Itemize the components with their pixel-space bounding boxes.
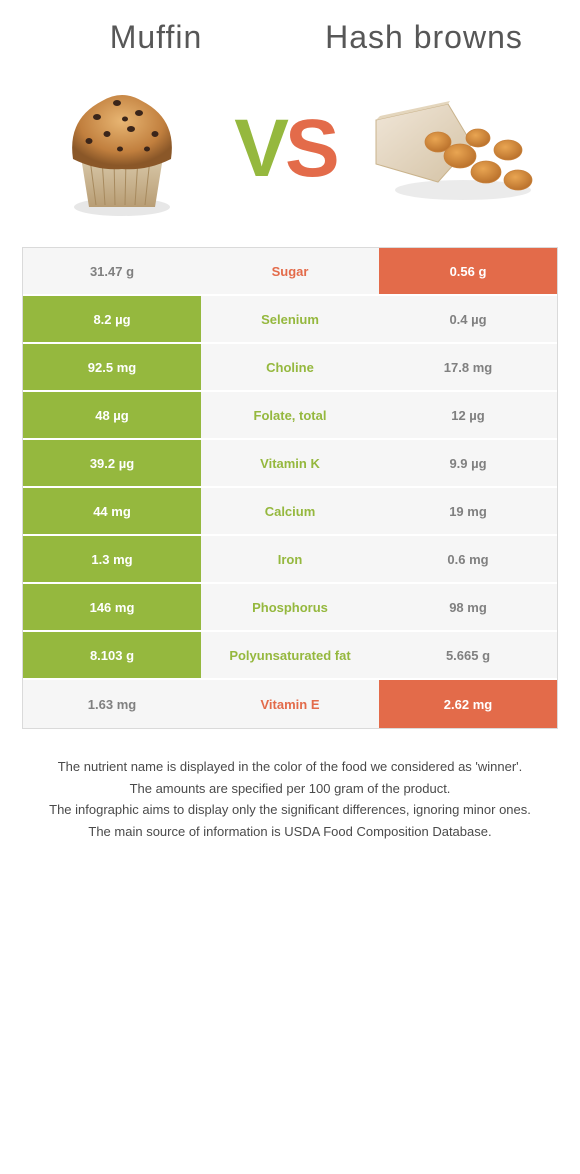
- right-value: 17.8 mg: [379, 344, 557, 390]
- right-value: 98 mg: [379, 584, 557, 630]
- infographic-container: Muffin Hash browns: [0, 0, 580, 1174]
- left-value: 8.2 µg: [23, 296, 201, 342]
- footer-line-4: The main source of information is USDA F…: [30, 822, 550, 842]
- table-row: 44 mgCalcium19 mg: [23, 488, 557, 536]
- right-value: 19 mg: [379, 488, 557, 534]
- table-row: 146 mgPhosphorus98 mg: [23, 584, 557, 632]
- table-row: 92.5 mgCholine17.8 mg: [23, 344, 557, 392]
- table-row: 1.3 mgIron0.6 mg: [23, 536, 557, 584]
- left-value: 1.3 mg: [23, 536, 201, 582]
- left-value: 8.103 g: [23, 632, 201, 678]
- right-value: 0.6 mg: [379, 536, 557, 582]
- nutrient-name: Iron: [201, 536, 379, 582]
- hashbrowns-icon: [368, 94, 538, 204]
- left-value: 1.63 mg: [23, 680, 201, 728]
- title-left: Muffin: [22, 20, 290, 55]
- table-row: 48 µgFolate, total12 µg: [23, 392, 557, 440]
- footer-line-2: The amounts are specified per 100 gram o…: [30, 779, 550, 799]
- title-right: Hash browns: [290, 20, 558, 55]
- nutrient-name: Selenium: [201, 296, 379, 342]
- hero-row: VS: [22, 79, 558, 219]
- right-value: 0.4 µg: [379, 296, 557, 342]
- nutrient-name: Sugar: [201, 248, 379, 294]
- left-value: 146 mg: [23, 584, 201, 630]
- left-value: 48 µg: [23, 392, 201, 438]
- nutrient-name: Choline: [201, 344, 379, 390]
- vs-v: V: [234, 103, 285, 194]
- comparison-table: 31.47 gSugar0.56 g8.2 µgSelenium0.4 µg92…: [22, 247, 558, 729]
- table-row: 31.47 gSugar0.56 g: [23, 248, 557, 296]
- nutrient-name: Vitamin E: [201, 680, 379, 728]
- right-value: 0.56 g: [379, 248, 557, 294]
- nutrient-name: Phosphorus: [201, 584, 379, 630]
- left-value: 92.5 mg: [23, 344, 201, 390]
- right-value: 9.9 µg: [379, 440, 557, 486]
- table-row: 8.2 µgSelenium0.4 µg: [23, 296, 557, 344]
- footer-line-1: The nutrient name is displayed in the co…: [30, 757, 550, 777]
- left-value: 44 mg: [23, 488, 201, 534]
- table-row: 39.2 µgVitamin K9.9 µg: [23, 440, 557, 488]
- footer-notes: The nutrient name is displayed in the co…: [22, 757, 558, 841]
- hashbrowns-image: [368, 79, 538, 219]
- title-row: Muffin Hash browns: [22, 20, 558, 55]
- vs-s: S: [285, 103, 336, 194]
- table-row: 1.63 mgVitamin E2.62 mg: [23, 680, 557, 728]
- left-value: 31.47 g: [23, 248, 201, 294]
- muffin-image: [42, 79, 202, 219]
- nutrient-name: Calcium: [201, 488, 379, 534]
- right-value: 12 µg: [379, 392, 557, 438]
- right-value: 2.62 mg: [379, 680, 557, 728]
- right-value: 5.665 g: [379, 632, 557, 678]
- nutrient-name: Vitamin K: [201, 440, 379, 486]
- vs-label: VS: [234, 102, 335, 196]
- nutrient-name: Folate, total: [201, 392, 379, 438]
- table-row: 8.103 gPolyunsaturated fat5.665 g: [23, 632, 557, 680]
- left-value: 39.2 µg: [23, 440, 201, 486]
- footer-line-3: The infographic aims to display only the…: [30, 800, 550, 820]
- muffin-icon: [47, 79, 197, 219]
- nutrient-name: Polyunsaturated fat: [201, 632, 379, 678]
